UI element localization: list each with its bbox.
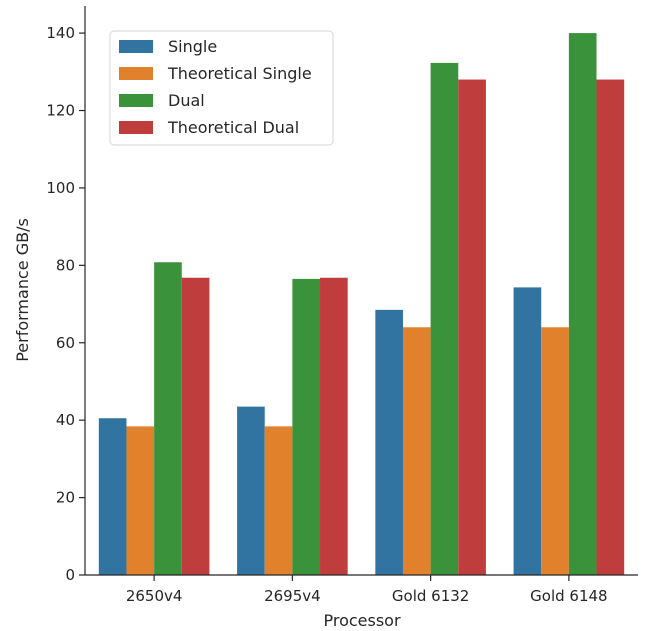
legend-swatch xyxy=(119,40,153,53)
bar-theoretical-dual-2695v4 xyxy=(320,277,348,575)
legend-swatch xyxy=(119,121,153,134)
y-axis: 0 20 40 60 80 100 120 140 xyxy=(46,6,86,584)
y-tick-label: 100 xyxy=(46,179,75,197)
bar-single-2650v4 xyxy=(98,418,127,575)
y-axis-label: Performance GB/s xyxy=(13,218,32,362)
x-tick-label: Gold 6148 xyxy=(530,587,607,605)
x-tick-label: 2650v4 xyxy=(126,587,183,605)
bar-theoretical-single-2695v4 xyxy=(264,426,293,575)
legend-label: Single xyxy=(168,37,217,56)
y-tick-label: 40 xyxy=(56,411,75,429)
legend-swatch xyxy=(119,67,153,80)
legend: Single Theoretical Single Dual Theoretical … xyxy=(109,30,334,146)
legend-label: Theoretical Single xyxy=(167,64,312,83)
bar-theoretical-dual-gold-6132 xyxy=(458,79,486,575)
bar-dual-2650v4 xyxy=(154,262,182,575)
bar-dual-gold-6148 xyxy=(568,33,597,576)
x-tick-label: 2695v4 xyxy=(264,587,321,605)
y-tick-label: 20 xyxy=(56,489,75,507)
bar-theoretical-single-gold-6148 xyxy=(541,327,569,575)
legend-box xyxy=(109,30,334,146)
x-axis-label: Processor xyxy=(323,611,400,630)
bar-theoretical-dual-gold-6148 xyxy=(596,79,625,575)
bar-dual-2695v4 xyxy=(292,278,321,575)
bar-theoretical-single-2650v4 xyxy=(126,426,155,575)
y-tick-label: 80 xyxy=(56,256,75,274)
bar-single-gold-6132 xyxy=(375,309,403,575)
bar-single-2695v4 xyxy=(237,406,265,575)
legend-swatch xyxy=(119,94,153,107)
bar-single-gold-6148 xyxy=(513,287,542,575)
y-tick-label: 120 xyxy=(46,102,75,120)
bars-group xyxy=(98,33,625,576)
x-axis: 2650v4 2695v4 Gold 6132 Gold 6148 xyxy=(85,574,638,605)
y-tick-label: 140 xyxy=(46,24,75,42)
x-tick-label: Gold 6132 xyxy=(392,587,469,605)
y-tick-label: 60 xyxy=(56,334,75,352)
legend-label: Theoretical Dual xyxy=(167,118,299,137)
y-tick-label: 0 xyxy=(65,566,75,584)
bar-theoretical-dual-2650v4 xyxy=(181,277,210,575)
legend-label: Dual xyxy=(168,91,205,110)
bar-theoretical-single-gold-6132 xyxy=(402,327,431,575)
bar-dual-gold-6132 xyxy=(430,62,459,575)
